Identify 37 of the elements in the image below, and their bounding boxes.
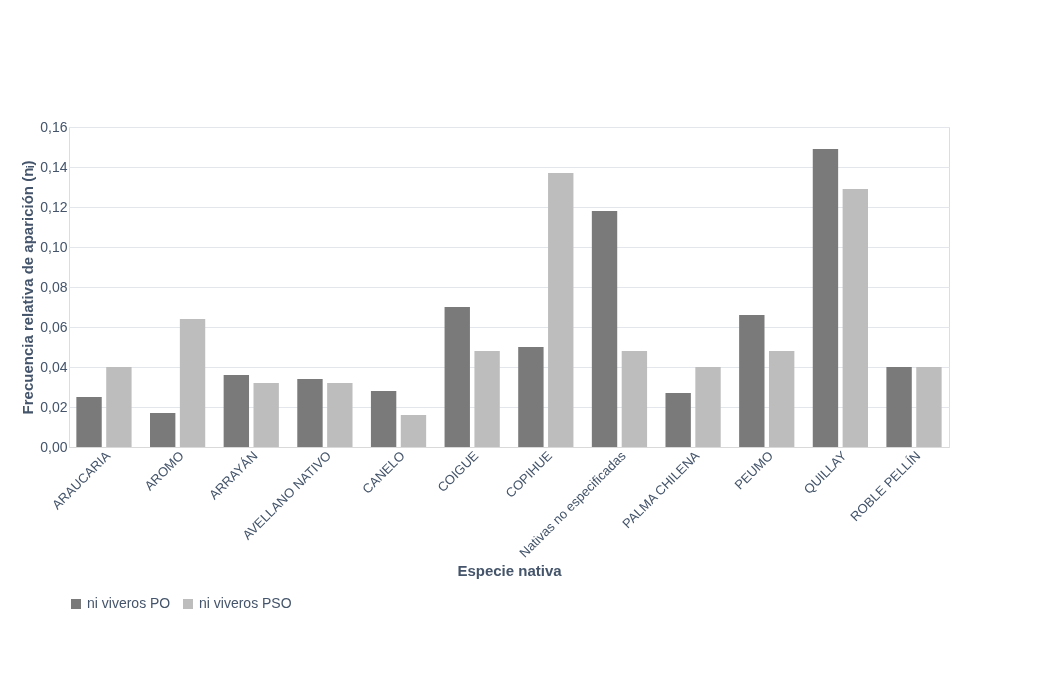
- y-tick-label: 0,00: [40, 438, 68, 455]
- bar: [768, 351, 795, 447]
- bar: [297, 379, 323, 447]
- bar: [400, 415, 427, 447]
- y-tick-label: 0,10: [40, 238, 68, 255]
- y-tick-label: 0,12: [40, 198, 68, 215]
- bar: [106, 367, 132, 447]
- y-tick-label: 0,14: [40, 158, 68, 175]
- y-tick-label: 0,04: [40, 358, 68, 375]
- bar: [474, 351, 500, 447]
- bar: [621, 351, 648, 447]
- bar: [739, 315, 765, 447]
- bar: [76, 397, 102, 447]
- legend-label: ni viveros PO: [87, 595, 171, 611]
- x-axis-title: Especie nativa: [457, 562, 563, 580]
- legend-label: ni viveros PSO: [199, 595, 292, 611]
- bar: [695, 367, 721, 447]
- bar: [665, 393, 691, 447]
- bar: [223, 375, 250, 447]
- bar: [548, 173, 574, 447]
- bar: [327, 383, 353, 447]
- y-tick-label: 0,08: [40, 278, 68, 295]
- y-axis-title: Frecuencia relativa de aparición (nᵢ): [19, 160, 37, 415]
- bar: [179, 319, 206, 447]
- bar: [253, 383, 279, 447]
- bar: [916, 367, 942, 447]
- y-tick-label: 0,06: [40, 318, 68, 335]
- bar: [591, 211, 618, 447]
- bar: [886, 367, 912, 447]
- bar: [370, 391, 397, 447]
- bar: [150, 413, 176, 447]
- bar: [842, 189, 868, 447]
- bar: [444, 307, 470, 447]
- bar: [812, 149, 839, 447]
- y-tick-label: 0,16: [40, 118, 68, 135]
- bar: [518, 347, 544, 447]
- y-tick-label: 0,02: [40, 398, 68, 415]
